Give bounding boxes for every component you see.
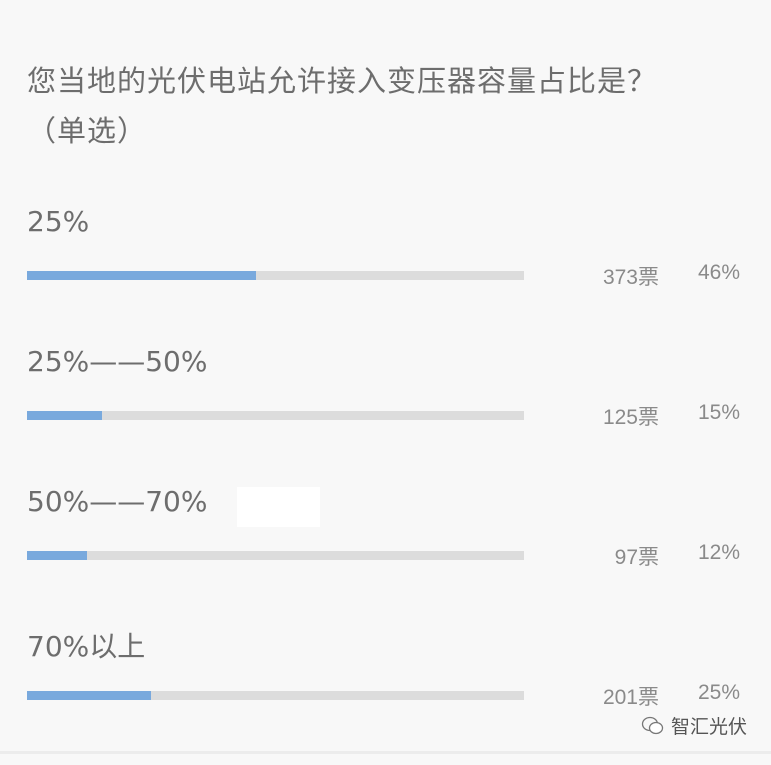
redaction-patch — [237, 487, 320, 527]
result-bar — [27, 271, 524, 280]
vote-percent: 46% — [697, 261, 740, 284]
divider — [0, 751, 771, 754]
result-bar — [27, 691, 524, 700]
vote-count: 125票 — [602, 406, 659, 429]
result-bar-fill — [27, 411, 102, 420]
result-bar-fill — [27, 271, 256, 280]
option-label: 50%——70% — [27, 485, 208, 518]
vote-count: 201票 — [602, 686, 659, 709]
poll-option: 50%——70% 97票 12% — [0, 485, 771, 625]
watermark: 智汇光伏 — [641, 712, 747, 739]
wechat-icon — [641, 716, 664, 734]
result-bar — [27, 411, 524, 420]
poll-question-title: 您当地的光伏电站允许接入变压器容量占比是？（单选） — [27, 64, 658, 148]
vote-percent: 15% — [697, 401, 740, 424]
result-bar-fill — [27, 551, 87, 560]
option-label: 25%——50% — [27, 345, 208, 378]
vote-count: 373票 — [602, 266, 659, 289]
result-bar-fill — [27, 691, 152, 700]
vote-percent: 12% — [697, 541, 740, 564]
poll-option: 70%以上 201票 25% — [0, 625, 771, 765]
vote-percent: 25% — [697, 681, 740, 704]
poll-option: 25%——50% 125票 15% — [0, 345, 771, 485]
vote-count: 97票 — [614, 546, 659, 569]
poll-option: 25% 373票 46% — [0, 205, 771, 345]
option-label: 25% — [27, 205, 90, 238]
watermark-text: 智汇光伏 — [670, 716, 747, 738]
result-bar — [27, 551, 524, 560]
option-label: 70%以上 — [27, 630, 146, 663]
